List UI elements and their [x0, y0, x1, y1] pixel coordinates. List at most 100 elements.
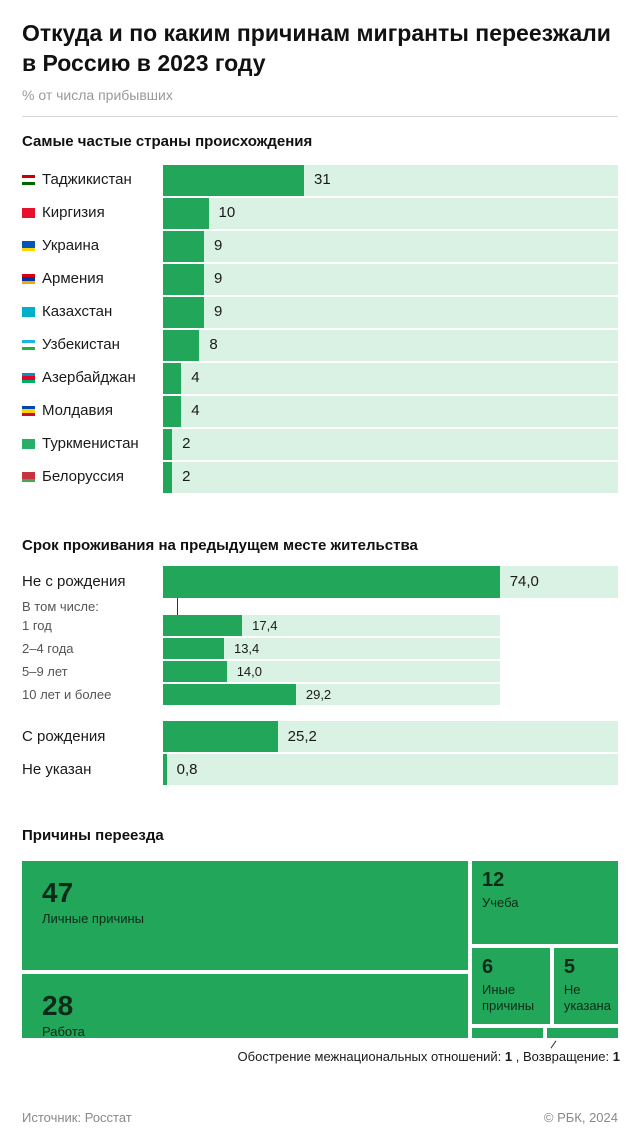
- tiny-reasons-legend: Обострение межнациональных отношений: 1 …: [237, 1049, 620, 1064]
- reason-value: 1: [612, 1049, 620, 1064]
- country-value: 9: [213, 303, 223, 320]
- flag-kg-icon: [22, 208, 35, 218]
- reason-cell: 28 Работа: [20, 972, 470, 1040]
- countries-title: Самые частые страны происхождения: [22, 133, 313, 150]
- reason-cell: 47 Личные причины: [20, 859, 470, 973]
- country-label: Туркменистан: [42, 435, 139, 452]
- country-label: Таджикистан: [42, 171, 132, 188]
- country-label: Молдавия: [42, 402, 113, 419]
- breakdown-value: 29,2: [305, 687, 332, 702]
- copyright: © РБК, 2024: [543, 1110, 618, 1125]
- country-bar-track: [163, 363, 618, 394]
- divider: [22, 116, 618, 117]
- duration-main-label: Не с рождения: [22, 573, 126, 590]
- country-bar: [163, 462, 173, 493]
- flag-ua-icon: [22, 241, 35, 251]
- breakdown-item-label: 1 год: [22, 618, 52, 633]
- flag-kz-icon: [22, 307, 35, 317]
- country-value: 2: [182, 468, 191, 485]
- country-bar: [163, 363, 182, 394]
- breakdown-item-label: 2–4 года: [22, 641, 74, 656]
- breakdown-bar: [163, 615, 243, 636]
- country-bar-track: [163, 429, 618, 460]
- duration-other-value: 25,2: [287, 728, 317, 745]
- breakdown-label: В том числе:: [22, 599, 99, 614]
- reason-value: 47: [42, 877, 74, 908]
- breakdown-track: [163, 661, 500, 682]
- flag-md-icon: [22, 406, 35, 416]
- country-bar: [163, 297, 204, 328]
- country-bar: [163, 429, 173, 460]
- country-label: Белоруссия: [42, 468, 124, 485]
- country-value: 10: [218, 204, 236, 221]
- country-label: Киргизия: [42, 204, 105, 221]
- country-bar: [163, 330, 200, 361]
- reason-label: Обострение межнациональных отношений: [237, 1049, 498, 1064]
- country-label: Азербайджан: [42, 369, 136, 386]
- breakdown-item-label: 10 лет и более: [22, 687, 112, 702]
- country-bar-track: [163, 330, 618, 361]
- country-value: 8: [209, 336, 218, 353]
- country-bar-track: [163, 231, 618, 262]
- country-bar-track: [163, 396, 618, 427]
- reason-cell-tiny: [470, 1025, 545, 1040]
- country-label: Казахстан: [42, 303, 113, 320]
- duration-other-label: С рождения: [22, 728, 106, 745]
- breakdown-bar: [163, 638, 224, 659]
- duration-other-bar: [163, 721, 278, 752]
- chart-title: Откуда и по каким причинам мигранты пере…: [22, 20, 611, 76]
- duration-other-bar: [163, 754, 167, 785]
- reason-cell: 6 Иные причины: [470, 945, 552, 1026]
- reason-label: Иные причины: [482, 981, 535, 1013]
- reason-label: Личные причины: [42, 911, 145, 926]
- country-bar: [163, 231, 204, 262]
- breakdown-value: 17,4: [252, 618, 278, 633]
- flag-uz-icon: [22, 340, 35, 350]
- country-value: 4: [191, 369, 200, 386]
- duration-main-bar: [163, 566, 500, 598]
- breakdown-bar: [163, 684, 296, 705]
- country-value: 2: [182, 435, 191, 452]
- reason-value: 5: [563, 955, 575, 978]
- reason-value: 12: [482, 869, 505, 891]
- tiny-leader-line: [550, 1040, 557, 1049]
- duration-title: Срок проживания на предыдущем месте жите…: [22, 537, 418, 554]
- flag-am-icon: [22, 274, 35, 284]
- reasons-title: Причины переезда: [22, 827, 164, 844]
- breakdown-track: [163, 615, 500, 636]
- country-bar: [163, 198, 209, 229]
- reason-cell-tiny: [545, 1025, 620, 1040]
- country-bar: [163, 264, 204, 295]
- reason-label: Работа: [42, 1024, 85, 1040]
- duration-other-value: 0,8: [176, 761, 198, 778]
- flag-tj-icon: [22, 175, 35, 185]
- flag-tm-icon: [22, 439, 35, 449]
- breakdown-value: 13,4: [233, 641, 260, 656]
- country-label: Украина: [42, 237, 100, 254]
- country-bar-track: [163, 462, 618, 493]
- reason-value: 1: [504, 1049, 513, 1064]
- country-value: 9: [213, 270, 223, 287]
- flag-az-icon: [22, 373, 35, 383]
- reason-label: Учеба: [482, 895, 519, 910]
- breakdown-value: 14,0: [236, 664, 262, 679]
- reason-cell: 12 Учеба: [470, 859, 620, 946]
- reason-label: Не указана: [563, 981, 611, 1013]
- country-label: Узбекистан: [42, 336, 120, 353]
- reason-label: Возвращение: [522, 1049, 606, 1064]
- country-label: Армения: [42, 270, 104, 287]
- country-bar-track: [163, 264, 618, 295]
- duration-main-value: 74,0: [509, 573, 539, 590]
- breakdown-item-label: 5–9 лет: [22, 664, 68, 679]
- flag-by-icon: [22, 472, 35, 482]
- source-note: Источник: Росстат: [22, 1110, 132, 1125]
- country-value: 31: [314, 171, 331, 188]
- reason-cell: 5 Не указана: [551, 945, 620, 1026]
- breakdown-bar: [163, 661, 227, 682]
- chart-subtitle: % от числа прибывших: [22, 87, 173, 103]
- country-bar-track: [163, 198, 618, 229]
- duration-other-track: [163, 754, 618, 785]
- reason-value: 28: [42, 990, 74, 1022]
- country-bar: [163, 396, 182, 427]
- country-bar: [163, 165, 305, 196]
